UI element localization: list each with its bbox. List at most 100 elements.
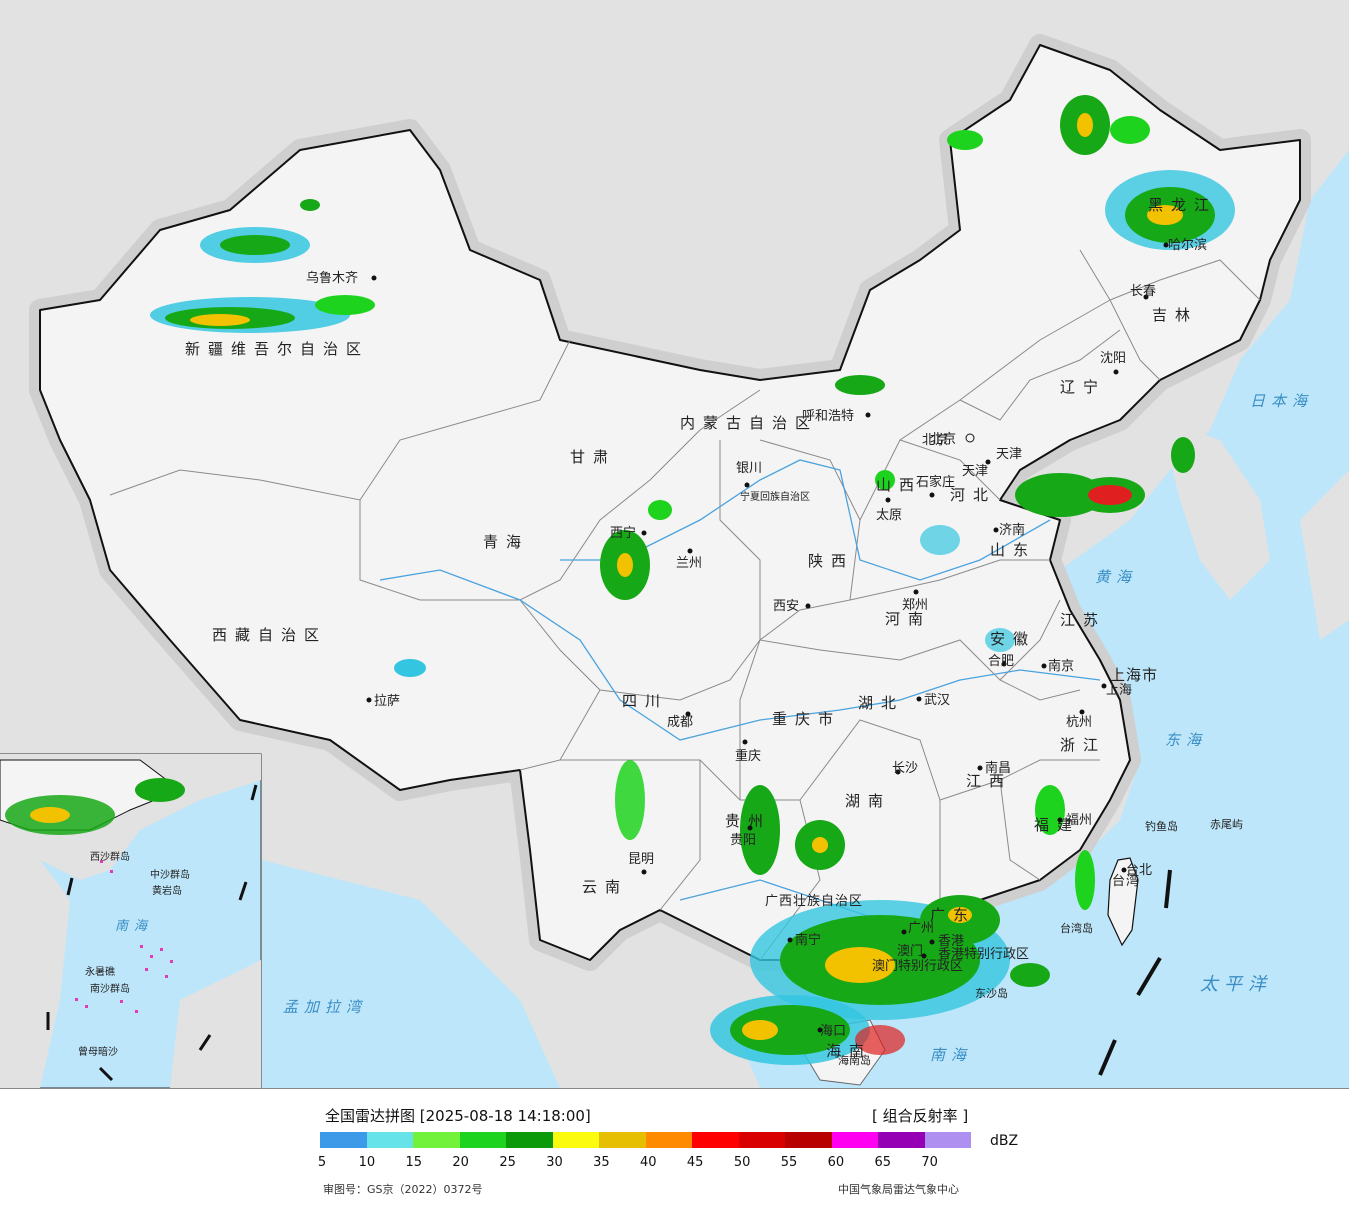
colorbar-tick-label: 30	[546, 1155, 563, 1170]
colorbar-swatch	[599, 1132, 646, 1148]
colorbar-tick-label: 5	[317, 1155, 327, 1170]
label-henan: 河南	[885, 610, 931, 628]
inset-label-zhongsha: 中沙群岛	[150, 868, 190, 881]
label-beijing-prov: 北京	[922, 433, 948, 448]
city-harbin: 哈尔滨	[1168, 237, 1207, 253]
colorbar-swatch	[459, 1132, 506, 1148]
review-number: 审图号：GS京（2022）0372号	[323, 1183, 483, 1196]
colorbar-tick-label: 65	[874, 1155, 892, 1170]
city-taipei: 台北	[1126, 863, 1152, 878]
colorbar-swatch	[552, 1132, 599, 1148]
colorbar-swatch	[645, 1132, 692, 1148]
colorbar-ticks: 5 10 15 20 25 30 35 40 45 50 55 60 65 70	[317, 1155, 1020, 1173]
city-hohhot: 呼和浩特	[802, 409, 854, 424]
colorbar-tick-label: 60	[827, 1155, 845, 1170]
inset-label-nansha: 南沙群岛	[90, 982, 130, 995]
colorbar-swatch	[366, 1132, 413, 1148]
label-taiwan: 台湾	[1112, 873, 1140, 889]
city-guiyang: 贵阳	[730, 833, 756, 848]
colorbar-swatch	[506, 1132, 553, 1148]
inset-label-zengmu: 曾母暗沙	[78, 1045, 118, 1058]
label-macau-sar: 澳门特别行政区	[872, 958, 963, 974]
label-xizang: 西藏自治区	[212, 626, 327, 644]
label-sea-east: 东海	[1165, 731, 1207, 749]
label-shaanxi: 陕西	[808, 552, 854, 570]
city-hangzhou: 杭州	[1066, 715, 1092, 730]
label-tianjin-prov: 天津	[996, 447, 1022, 462]
inset-label-huangyan: 黄岩岛	[152, 884, 182, 897]
label-gansu: 甘肃	[570, 448, 616, 466]
colorbar-swatch	[738, 1132, 785, 1148]
colorbar-swatch	[413, 1132, 460, 1148]
colorbar-tick-label: 25	[499, 1155, 516, 1170]
label-heilongjiang: 黑龙江	[1148, 196, 1217, 214]
boundary-dashes	[1098, 869, 1172, 1076]
city-haikou: 海口	[820, 1024, 846, 1039]
label-guizhou: 贵州	[725, 812, 771, 830]
label-sea-yellow: 黄海	[1095, 568, 1137, 586]
city-macau: 澳门	[897, 943, 923, 959]
label-shanghai-prov: 上海市	[1110, 666, 1158, 684]
city-hongkong: 香港	[938, 934, 964, 949]
radar-echoes	[150, 95, 1235, 1065]
label-neimenggu: 内蒙古自治区	[680, 414, 818, 432]
colorbar-swatch	[785, 1132, 832, 1148]
city-tianjin: 天津	[962, 464, 988, 479]
inset-label-yongshu: 永暑礁	[85, 965, 115, 978]
radar-map: 新疆维吾尔自治区 西藏自治区 青海 甘肃 内蒙古自治区 黑龙江 吉林 辽宁 河北…	[0, 0, 1349, 1088]
city-kunming: 昆明	[628, 852, 654, 867]
colorbar-swatch	[831, 1132, 878, 1148]
label-zhejiang: 浙江	[1060, 736, 1106, 754]
label-anhui: 安徽	[990, 630, 1036, 648]
colorbar-swatch	[878, 1132, 925, 1148]
city-xining: 西宁	[610, 525, 636, 541]
city-shanghai: 上海	[1106, 683, 1132, 698]
inset-label-south-sea: 南海	[115, 919, 153, 934]
city-urumqi: 乌鲁木齐	[306, 270, 358, 286]
colorbar	[320, 1132, 971, 1148]
label-sea-japan: 日本海	[1250, 392, 1313, 410]
label-hainan: 海南	[826, 1042, 872, 1060]
colorbar-tick-label: 45	[686, 1155, 704, 1170]
legend-panel: 全国雷达拼图 [2025-08-18 14:18:00] [ 组合反射率 ] 5…	[0, 1088, 1349, 1209]
city-zhengzhou: 郑州	[902, 598, 928, 613]
china-land	[39, 44, 1301, 961]
city-wuhan: 武汉	[924, 693, 950, 708]
label-sichuan: 四川	[622, 692, 668, 710]
legend-title: 全国雷达拼图 [2025-08-18 14:18:00]	[325, 1107, 591, 1125]
ocean-east	[740, 0, 1349, 1088]
label-chongqing: 重庆市	[772, 710, 841, 728]
city-shijiazhuang: 石家庄	[916, 474, 955, 490]
map-labels: 新疆维吾尔自治区 西藏自治区 青海 甘肃 内蒙古自治区 黑龙江 吉林 辽宁 河北…	[78, 196, 1313, 1067]
city-chongqing: 重庆	[735, 748, 761, 764]
city-jinan: 济南	[999, 522, 1025, 538]
label-sea-south: 南海	[930, 1046, 972, 1064]
label-shanxi: 山西	[876, 476, 922, 494]
label-hongkong-sar: 香港特别行政区	[938, 947, 1029, 962]
city-beijing: 北京	[930, 432, 956, 447]
city-yinchuan: 银川	[736, 461, 762, 476]
city-nanjing: 南京	[1048, 658, 1074, 674]
city-lhasa: 拉萨	[374, 694, 400, 709]
city-hefei: 合肥	[988, 654, 1014, 669]
city-changsha: 长沙	[892, 761, 918, 776]
label-jiangsu: 江苏	[1060, 611, 1106, 629]
taiwan-island	[1107, 857, 1139, 947]
province-borders	[109, 249, 1261, 961]
label-pacific: 太平洋	[1200, 974, 1272, 995]
colorbar-tick-label: 35	[593, 1155, 610, 1170]
city-nanning: 南宁	[795, 932, 821, 948]
label-hainan-island: 海南岛	[838, 1053, 871, 1067]
product-label: [ 组合反射率 ]	[872, 1107, 969, 1125]
inset-map	[0, 753, 262, 1088]
label-hebei: 河北	[950, 486, 996, 504]
city-fuzhou: 福州	[1066, 813, 1092, 828]
unit-label: dBZ	[990, 1133, 1019, 1149]
colorbar-tick-label: 40	[640, 1155, 657, 1170]
label-guangxi: 广西壮族自治区	[765, 893, 863, 909]
colorbar-swatch	[320, 1132, 367, 1148]
label-hubei: 湖北	[858, 694, 904, 712]
city-lanzhou: 兰州	[676, 556, 702, 571]
city-changchun: 长春	[1130, 284, 1156, 299]
